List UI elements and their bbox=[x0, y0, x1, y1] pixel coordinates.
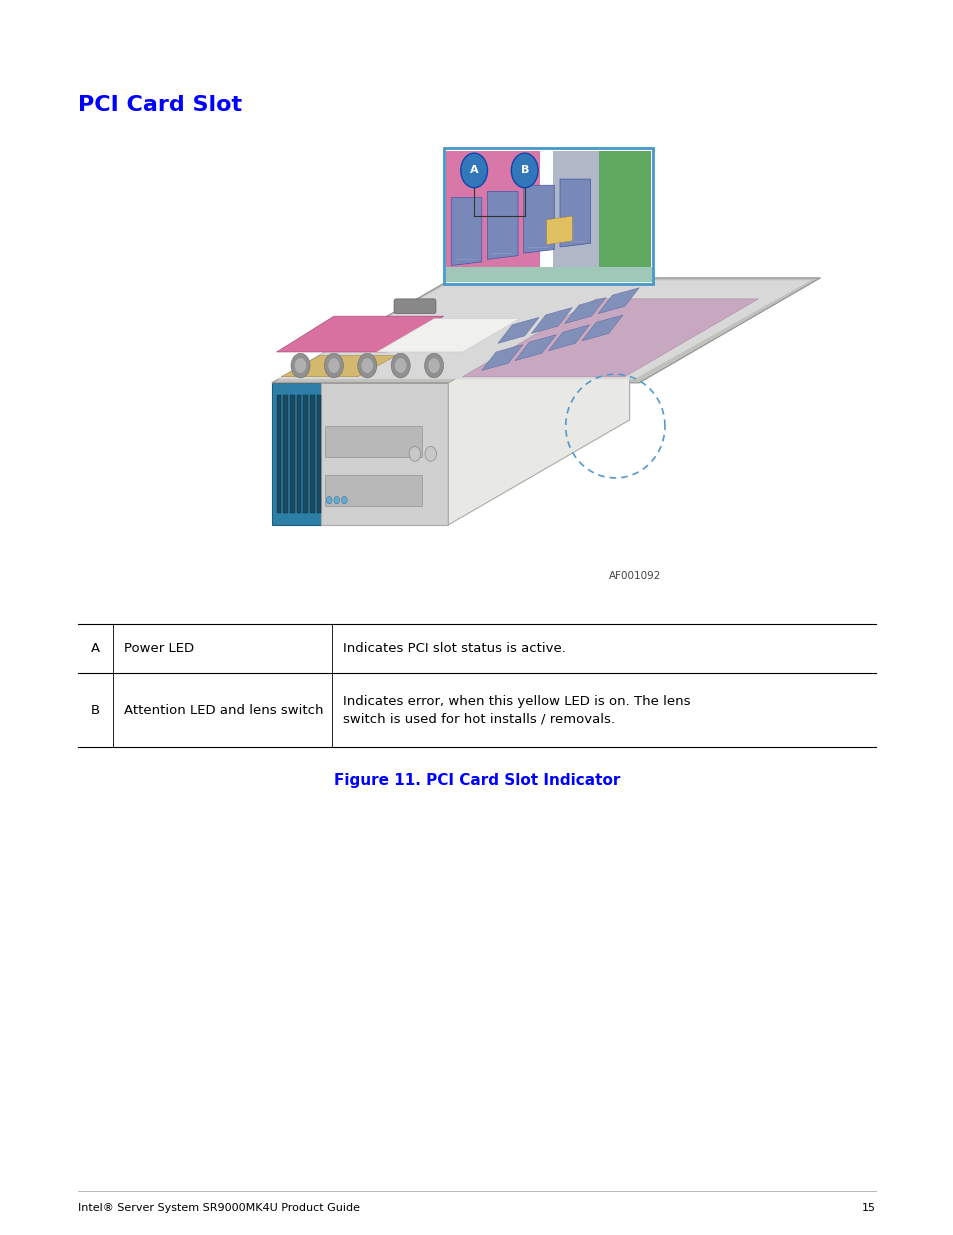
Text: Power LED: Power LED bbox=[124, 642, 194, 655]
Text: A: A bbox=[91, 642, 100, 655]
Polygon shape bbox=[276, 280, 810, 379]
Polygon shape bbox=[283, 395, 288, 513]
Circle shape bbox=[361, 358, 373, 373]
Text: Figure 11. PCI Card Slot Indicator: Figure 11. PCI Card Slot Indicator bbox=[334, 773, 619, 788]
Circle shape bbox=[291, 353, 310, 378]
Polygon shape bbox=[548, 325, 589, 351]
Polygon shape bbox=[462, 299, 758, 377]
FancyBboxPatch shape bbox=[394, 299, 436, 314]
Polygon shape bbox=[564, 298, 605, 324]
Text: Attention LED and lens switch: Attention LED and lens switch bbox=[124, 704, 323, 716]
Polygon shape bbox=[303, 395, 308, 513]
Circle shape bbox=[424, 447, 436, 462]
Text: PCI Card Slot: PCI Card Slot bbox=[78, 95, 242, 115]
Polygon shape bbox=[487, 191, 517, 259]
Polygon shape bbox=[376, 319, 519, 352]
Polygon shape bbox=[581, 315, 622, 341]
Polygon shape bbox=[531, 308, 572, 333]
Circle shape bbox=[341, 496, 347, 504]
FancyBboxPatch shape bbox=[324, 426, 421, 457]
Polygon shape bbox=[272, 278, 820, 383]
Circle shape bbox=[294, 358, 306, 373]
Circle shape bbox=[511, 153, 537, 188]
Circle shape bbox=[391, 353, 410, 378]
Polygon shape bbox=[276, 316, 443, 352]
Polygon shape bbox=[481, 345, 522, 370]
FancyBboxPatch shape bbox=[445, 267, 651, 282]
FancyBboxPatch shape bbox=[594, 151, 651, 282]
Text: Intel® Server System SR9000MK4U Product Guide: Intel® Server System SR9000MK4U Product … bbox=[78, 1203, 360, 1213]
Polygon shape bbox=[448, 278, 629, 525]
Polygon shape bbox=[276, 395, 281, 513]
Polygon shape bbox=[523, 185, 554, 253]
Circle shape bbox=[334, 496, 339, 504]
Circle shape bbox=[328, 358, 339, 373]
Circle shape bbox=[424, 353, 443, 378]
Polygon shape bbox=[310, 395, 314, 513]
Circle shape bbox=[428, 358, 439, 373]
Polygon shape bbox=[515, 335, 556, 361]
Polygon shape bbox=[281, 356, 395, 377]
Text: Indicates PCI slot status is active.: Indicates PCI slot status is active. bbox=[343, 642, 566, 655]
Text: B: B bbox=[91, 704, 100, 716]
Text: B: B bbox=[520, 165, 528, 175]
Polygon shape bbox=[316, 395, 321, 513]
Circle shape bbox=[357, 353, 376, 378]
Circle shape bbox=[324, 353, 343, 378]
Circle shape bbox=[395, 358, 406, 373]
Text: A: A bbox=[469, 165, 478, 175]
Polygon shape bbox=[272, 383, 321, 525]
FancyBboxPatch shape bbox=[445, 151, 539, 282]
Polygon shape bbox=[296, 395, 301, 513]
Polygon shape bbox=[321, 383, 448, 525]
Polygon shape bbox=[497, 317, 538, 343]
Circle shape bbox=[409, 447, 420, 462]
Text: AF001092: AF001092 bbox=[608, 571, 660, 580]
Polygon shape bbox=[451, 198, 481, 266]
FancyBboxPatch shape bbox=[552, 151, 598, 282]
Polygon shape bbox=[598, 288, 639, 314]
FancyBboxPatch shape bbox=[443, 148, 653, 284]
Polygon shape bbox=[290, 395, 294, 513]
Text: Indicates error, when this yellow LED is on. The lens
switch is used for hot ins: Indicates error, when this yellow LED is… bbox=[343, 694, 690, 726]
Circle shape bbox=[460, 153, 487, 188]
FancyBboxPatch shape bbox=[324, 475, 421, 506]
Circle shape bbox=[326, 496, 332, 504]
Polygon shape bbox=[559, 179, 590, 247]
Polygon shape bbox=[546, 216, 572, 245]
Text: 15: 15 bbox=[861, 1203, 875, 1213]
